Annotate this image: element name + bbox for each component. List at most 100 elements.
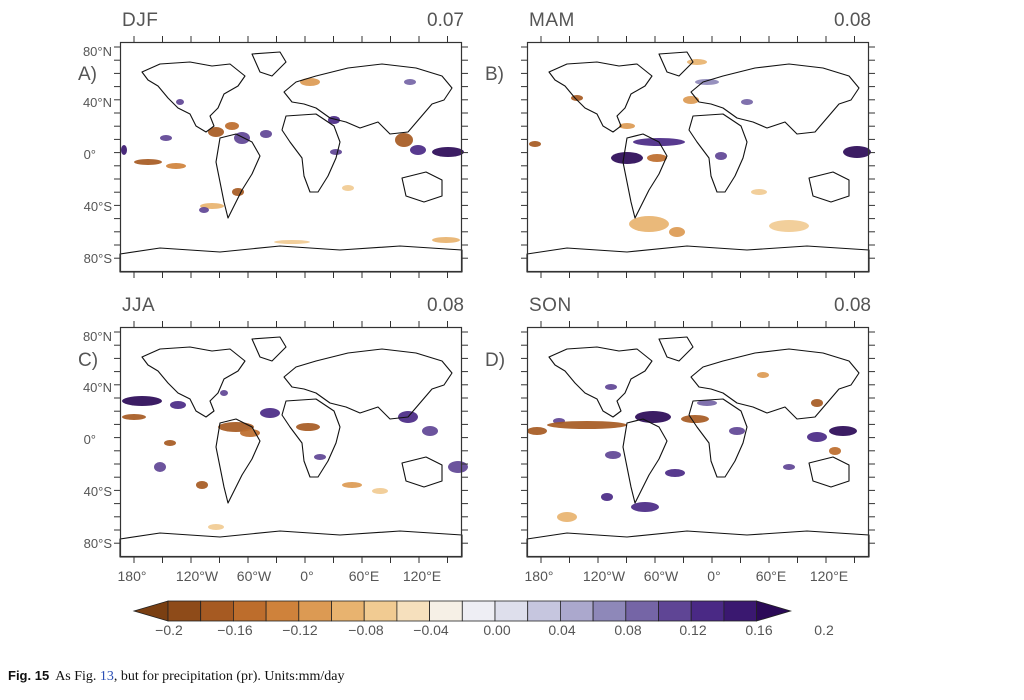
anomaly-patch <box>199 207 209 213</box>
coastline <box>141 346 246 418</box>
anomaly-patch <box>629 216 669 232</box>
map-panel-a: DJF 0.07 <box>114 10 468 278</box>
anomaly-patch <box>122 414 146 420</box>
lat-tick: 40°S <box>83 199 112 214</box>
lat-tick: 80°N <box>82 44 112 59</box>
anomaly-patch <box>208 524 224 530</box>
anomaly-patch <box>300 78 320 86</box>
anomaly-patch <box>220 390 228 396</box>
coastline <box>281 398 341 478</box>
coastline <box>688 113 748 193</box>
map-frame <box>119 326 463 558</box>
lon-tick: 120°E <box>809 568 849 584</box>
anomaly-patch <box>527 427 547 435</box>
anomaly-patch <box>811 399 823 407</box>
colorbar-swatch <box>396 600 430 622</box>
colorbar-label: 0.2 <box>814 622 834 638</box>
colorbar-swatch <box>429 600 463 622</box>
lat-tick: 80°S <box>83 536 112 551</box>
coastline <box>251 51 287 77</box>
lat-tick: 80°S <box>83 251 112 266</box>
colorbar-label: 0.12 <box>679 622 707 638</box>
anomaly-patch <box>557 512 577 522</box>
coastline <box>281 113 341 193</box>
colorbar-swatch <box>723 600 758 622</box>
map-frame <box>526 41 870 273</box>
anomaly-patch <box>342 482 362 488</box>
colorbar-label: 0.16 <box>745 622 773 638</box>
anomaly-patch <box>240 429 260 437</box>
season-title: DJF <box>122 10 159 31</box>
anomaly-patch <box>829 447 841 455</box>
anomaly-patch <box>170 401 186 409</box>
anomaly-patch <box>410 145 426 155</box>
anomaly-patch <box>274 240 310 244</box>
panel-value: 0.08 <box>834 10 871 31</box>
anomaly-patch <box>330 149 342 155</box>
map-panel-b: MAM 0.08 <box>521 10 875 278</box>
lat-tick: 0° <box>83 147 96 162</box>
lon-tick: 60°W <box>236 568 272 584</box>
anomaly-patch <box>669 227 685 237</box>
lat-tick: 40°S <box>83 484 112 499</box>
caption-figure-link[interactable]: 13 <box>99 669 114 684</box>
anomaly-patch <box>715 152 727 160</box>
season-title: JJA <box>122 295 156 316</box>
map-panel-d: SON 0.08 <box>521 295 875 563</box>
anomaly-patch <box>757 372 769 378</box>
anomaly-patch <box>783 464 795 470</box>
lon-tick: 120°W <box>175 568 219 584</box>
anomaly-patch <box>260 408 280 418</box>
map-plot <box>114 321 468 563</box>
anomaly-patch <box>176 99 184 105</box>
coastline <box>548 61 653 133</box>
lat-tick: 40°N <box>82 95 112 110</box>
colorbar-label: −0.16 <box>217 622 253 638</box>
panel-value: 0.07 <box>427 10 464 31</box>
lon-tick: 120°W <box>582 568 626 584</box>
panel-label-d: D) <box>485 350 506 371</box>
anomaly-patch <box>160 135 172 141</box>
anomaly-patch <box>432 237 460 243</box>
anomaly-patch <box>619 123 635 129</box>
colorbar-swatch <box>527 600 561 622</box>
colorbar-swatch <box>298 600 332 622</box>
anomaly-patch <box>529 141 541 147</box>
lat-tick: 0° <box>83 432 96 447</box>
anomaly-patch <box>605 451 621 459</box>
anomaly-patch <box>122 396 162 406</box>
anomaly-patch <box>687 59 707 65</box>
map-frame <box>526 326 870 558</box>
anomaly-patch <box>218 422 254 432</box>
anomaly-patch <box>631 502 659 512</box>
colorbar-swatch <box>690 600 725 622</box>
colorbar-swatch <box>592 600 627 622</box>
map-plot <box>114 36 468 278</box>
anomaly-patch <box>681 415 709 423</box>
colorbar-label: −0.08 <box>348 622 384 638</box>
caption-text: , but for precipitation (pr). Units:mm/d… <box>113 669 345 684</box>
map-panel-c: JJA 0.08 <box>114 295 468 563</box>
anomaly-patch <box>547 421 627 429</box>
coastline <box>141 61 246 133</box>
caption-fig-number: Fig. 15 <box>8 668 50 683</box>
anomaly-patch <box>665 469 685 477</box>
lon-tick: 60°W <box>643 568 679 584</box>
coastline <box>401 171 443 203</box>
anomaly-patch <box>196 481 208 489</box>
colorbar-swatch <box>331 600 365 622</box>
colorbar-swatch <box>265 600 300 622</box>
coastline <box>688 398 748 478</box>
colorbar-label: 0.00 <box>483 622 511 638</box>
map-plot <box>521 36 875 278</box>
coastline <box>215 133 261 219</box>
lon-tick: 0° <box>707 568 721 584</box>
anomaly-patch <box>342 185 354 191</box>
anomaly-patch <box>208 127 224 137</box>
colorbar-label: 0.08 <box>614 622 642 638</box>
colorbar-label: −0.2 <box>155 622 183 638</box>
coastline <box>251 336 287 362</box>
anomaly-patch <box>164 440 176 446</box>
anomaly-patch <box>395 133 413 147</box>
